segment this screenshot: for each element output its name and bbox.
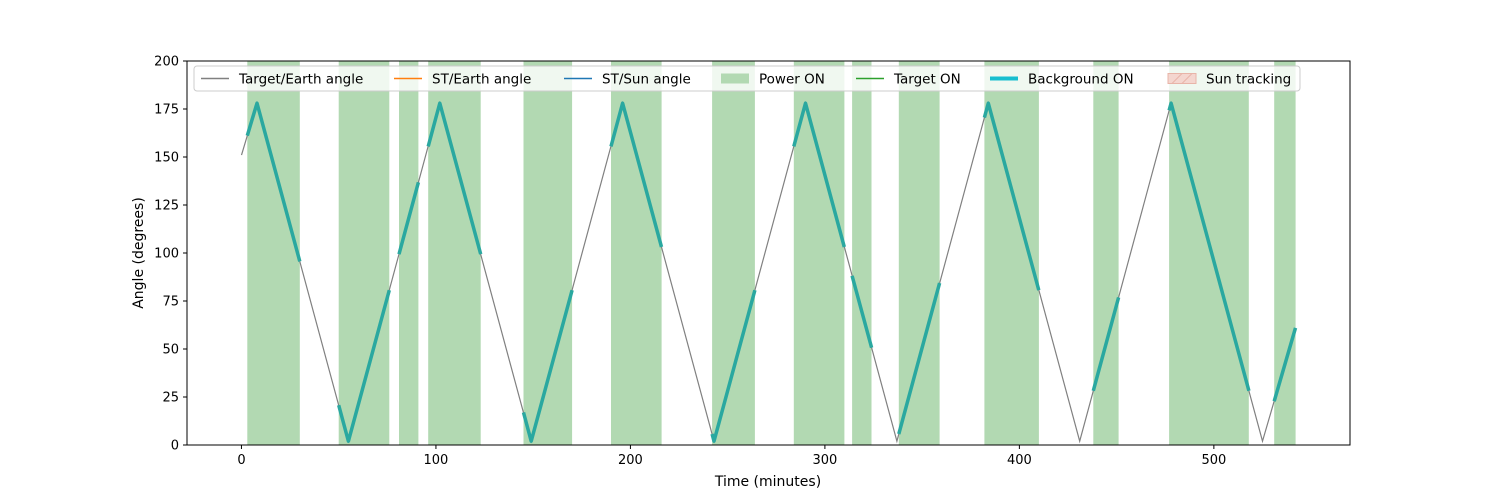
legend-swatch (721, 73, 749, 84)
y-tick-label: 125 (154, 199, 179, 214)
x-tick-label: 400 (1007, 453, 1032, 468)
background-on-segment (609, 101, 664, 248)
y-tick-label: 0 (171, 439, 179, 454)
legend-label: Background ON (1028, 72, 1134, 88)
legend-hatch (1181, 73, 1193, 84)
background-on-segment (1091, 296, 1121, 392)
legend-item: Target ON (856, 72, 961, 88)
power-on-span (611, 61, 662, 445)
legend-label: Sun tracking (1206, 72, 1291, 88)
y-tick-label: 200 (154, 55, 179, 70)
background-on-segment (397, 181, 421, 255)
background-on-segment (897, 282, 942, 435)
legend-item: Target/Earth angle (201, 72, 363, 88)
background-on-segment (521, 289, 574, 443)
background-on-segment (337, 289, 391, 443)
legend-item: ST/Sun angle (564, 72, 691, 88)
background-on-segment (710, 289, 757, 443)
power-on-span (523, 61, 573, 445)
x-tick-label: 200 (618, 453, 643, 468)
power-on-spans (247, 61, 1296, 445)
legend-label: ST/Earth angle (432, 72, 531, 88)
y-axis: 0 25 50 75 100 125 150 175 200 (154, 55, 187, 454)
background-on-segment (850, 275, 874, 349)
legend-swatch (1167, 73, 1197, 84)
legend-label: Power ON (759, 72, 825, 88)
legend-item: Sun tracking (1167, 72, 1291, 88)
y-tick-label: 150 (154, 151, 179, 166)
power-on-span (898, 61, 940, 445)
background-on-segment (982, 101, 1041, 291)
legend-hatch (1171, 73, 1183, 84)
y-tick-label: 25 (162, 391, 179, 406)
y-axis-label: Angle (degrees) (131, 197, 147, 309)
power-on-span (793, 61, 845, 445)
x-tick-label: 300 (812, 453, 837, 468)
legend-label: Target ON (893, 72, 961, 88)
legend-item: Background ON (990, 72, 1134, 88)
x-axis-label: Time (minutes) (714, 474, 821, 490)
power-on-span (1169, 61, 1249, 445)
legend-label: ST/Sun angle (602, 72, 691, 88)
x-tick-label: 100 (424, 453, 449, 468)
legend-item: Power ON (721, 72, 825, 88)
power-on-span (428, 61, 481, 445)
background-on-segment (792, 101, 846, 248)
background-on-segment (245, 101, 302, 262)
power-on-span (852, 61, 872, 445)
power-on-span (247, 61, 300, 445)
x-tick-label: 500 (1201, 453, 1226, 468)
legend: Target/Earth angle ST/Earth angle ST/Sun a… (193, 65, 1301, 92)
background-on-segment (426, 101, 483, 255)
y-tick-label: 50 (162, 343, 179, 358)
y-tick-label: 175 (154, 103, 179, 118)
background-on-segment (1272, 327, 1298, 402)
background-on-series (245, 101, 1298, 443)
legend-item: ST/Earth angle (394, 72, 531, 88)
x-tick-label: 0 (237, 453, 245, 468)
y-tick-label: 75 (162, 295, 179, 310)
legend-label: Target/Earth angle (238, 72, 363, 88)
power-on-span (1093, 61, 1119, 445)
background-on-segment (1167, 101, 1251, 392)
y-tick-label: 100 (154, 247, 179, 262)
power-on-span (399, 61, 419, 445)
power-on-span (712, 61, 755, 445)
x-axis: 0 100 200 300 400 500 (237, 445, 1226, 468)
